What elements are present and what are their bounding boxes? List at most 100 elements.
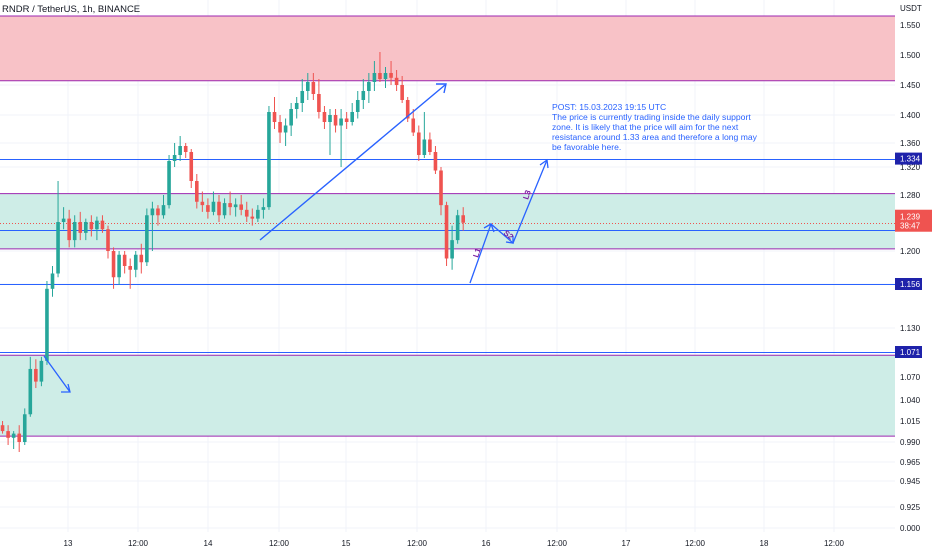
y-tick-label: 1.070: [900, 373, 921, 382]
level-price-value: 1.156: [900, 280, 921, 289]
candle-body: [256, 209, 260, 219]
candle-body: [22, 414, 27, 442]
x-tick-label: 15: [342, 539, 351, 548]
candle-body: [317, 94, 321, 112]
candle-body: [355, 100, 360, 112]
candle-body: [133, 254, 138, 270]
chart-title: RNDR / TetherUS, 1h, BINANCE: [2, 4, 141, 15]
candle-body: [339, 118, 343, 126]
x-tick-label: 12:00: [407, 539, 428, 548]
candles: [0, 52, 465, 452]
candle-body: [267, 112, 271, 208]
x-tick-label: 12:00: [685, 539, 706, 548]
note-line: The price is currently trading inside th…: [552, 112, 751, 122]
y-tick-label: 1.550: [900, 21, 921, 30]
candle-body: [0, 425, 5, 432]
note-line: zone. It is likely that the price will a…: [552, 122, 739, 132]
y-tick-label: 0.945: [900, 477, 921, 486]
candle-body: [455, 215, 460, 241]
candle-body: [11, 433, 16, 438]
currency-label: USDT: [900, 4, 922, 13]
candle-body: [100, 220, 105, 230]
x-tick-label: 12:00: [128, 539, 149, 548]
price-axis-bg: [895, 0, 932, 550]
candle-body: [183, 146, 188, 152]
candle-body: [422, 139, 427, 155]
x-tick-label: 12:00: [547, 539, 568, 548]
candle-body: [417, 132, 421, 155]
candle-body: [444, 205, 449, 259]
candle-body: [306, 82, 310, 91]
candle-body: [17, 433, 21, 442]
candle-body: [106, 229, 110, 251]
y-tick-label: 0.000: [900, 524, 921, 533]
x-tick-label: 13: [64, 539, 73, 548]
candle-body: [244, 209, 249, 217]
zone-weekly-support: [0, 355, 895, 437]
y-tick-label: 0.925: [900, 503, 921, 512]
candle-body: [394, 77, 399, 85]
candle-body: [156, 208, 160, 216]
candle-body: [344, 118, 349, 122]
candle-body: [145, 215, 149, 263]
candle-body: [361, 91, 366, 100]
y-tick-label: 1.400: [900, 111, 921, 120]
candle-body: [172, 155, 177, 161]
y-tick-label: 1.015: [900, 417, 921, 426]
candle-body: [34, 368, 38, 382]
candle-body: [294, 103, 299, 109]
y-tick-label: 1.360: [900, 139, 921, 148]
candle-body: [333, 115, 338, 126]
note-line: resistance around 1.33 area and therefor…: [552, 132, 757, 142]
x-tick-label: 12:00: [824, 539, 845, 548]
candle-body: [383, 73, 388, 79]
candle-body: [189, 152, 194, 181]
candle-body: [6, 431, 10, 438]
candle-body: [84, 222, 88, 233]
projection-arrow-head: [483, 223, 495, 233]
candle-body: [56, 222, 60, 274]
x-tick-label: 18: [760, 539, 769, 548]
candle-body: [433, 152, 438, 171]
candle-body: [222, 203, 227, 216]
level-price-tag: [895, 152, 922, 165]
x-tick-label: 14: [204, 539, 213, 548]
candle-body: [39, 360, 44, 382]
last-price-countdown: 38:47: [900, 222, 921, 231]
candle-body: [439, 170, 443, 206]
candle-body: [239, 204, 243, 210]
candle-body: [278, 122, 282, 133]
candle-body: [206, 205, 210, 212]
candle-body: [200, 201, 205, 206]
candle-body: [367, 82, 371, 91]
candle-body: [450, 240, 454, 259]
candle-body: [122, 254, 127, 266]
candle-body: [311, 82, 316, 94]
candle-body: [28, 368, 33, 415]
note-line: be favorable here.: [552, 142, 622, 152]
candle-body: [400, 85, 404, 100]
projection-path: [469, 159, 548, 284]
candle-body: [78, 222, 83, 233]
x-tick-label: 16: [482, 539, 491, 548]
candle-body: [161, 205, 166, 216]
candle-body: [283, 125, 288, 133]
y-tick-label: 1.130: [900, 324, 921, 333]
candle-body: [411, 118, 416, 133]
candle-body: [289, 109, 293, 126]
candle-body: [128, 266, 132, 270]
candle-body: [378, 73, 382, 79]
candle-body: [167, 161, 171, 206]
zone-resistance: [0, 16, 895, 81]
last-price-tag: [895, 209, 932, 232]
level-price-value: 1.071: [900, 348, 921, 357]
candle-body: [261, 207, 266, 210]
candle-body: [111, 251, 116, 278]
candle-body: [217, 201, 221, 216]
candle-body: [150, 208, 155, 216]
candle-body: [61, 218, 66, 222]
candle-body: [428, 139, 432, 152]
